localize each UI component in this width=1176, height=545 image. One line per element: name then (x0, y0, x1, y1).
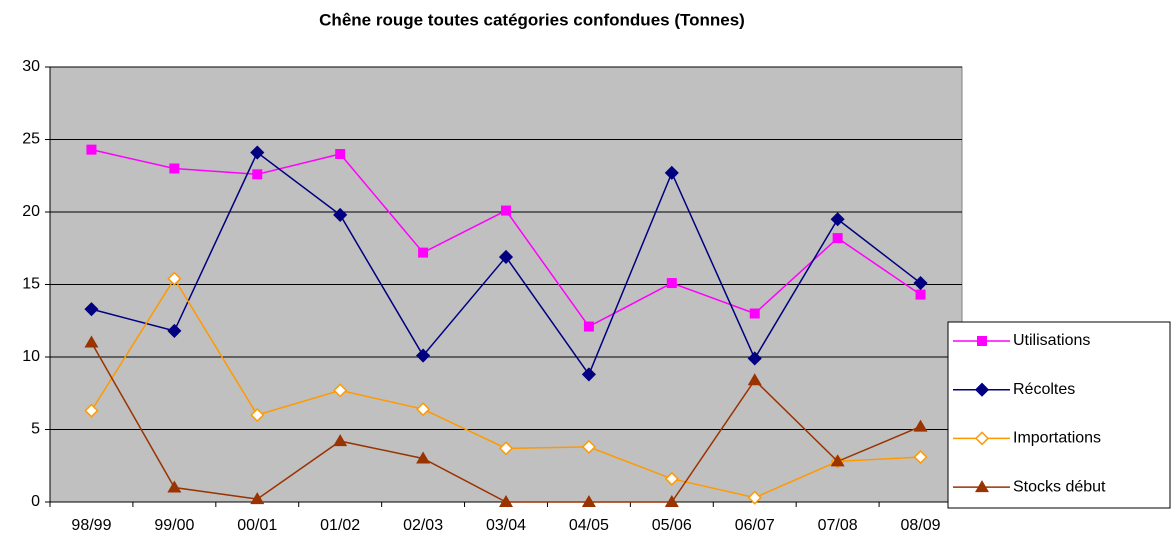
marker (974, 431, 990, 446)
y-tick-label: 10 (22, 348, 40, 365)
marker (915, 289, 926, 300)
marker (335, 149, 346, 159)
marker (832, 233, 843, 244)
marker (84, 403, 99, 418)
marker (664, 165, 679, 180)
marker (501, 205, 511, 216)
legend-label: Stocks début (1013, 478, 1106, 495)
marker (747, 490, 762, 505)
y-tick-label: 20 (22, 203, 40, 220)
marker (499, 495, 513, 507)
marker (167, 271, 182, 286)
marker (86, 144, 97, 155)
marker (913, 449, 928, 465)
marker (169, 163, 180, 174)
y-tick-label: 30 (22, 58, 40, 75)
legend-label: Importations (1013, 430, 1101, 447)
marker (974, 382, 990, 397)
marker (581, 495, 596, 507)
marker (252, 169, 263, 180)
marker (664, 471, 679, 486)
legend-label: Récoltes (1013, 381, 1075, 398)
x-tick-label: 02/03 (403, 517, 443, 534)
marker (581, 439, 596, 454)
marker (830, 454, 845, 467)
y-tick-label: 0 (31, 493, 40, 510)
x-tick-label: 08/09 (901, 517, 941, 534)
x-tick-label: 01/02 (320, 517, 360, 534)
x-tick-label: 98/99 (71, 517, 111, 534)
x-tick-label: 00/01 (237, 517, 277, 534)
marker (250, 407, 265, 423)
x-tick-label: 03/04 (486, 517, 526, 534)
marker (747, 351, 762, 366)
marker (913, 419, 928, 432)
x-tick-label: 07/08 (818, 517, 858, 534)
marker (416, 402, 431, 417)
y-tick-label: 25 (22, 131, 40, 148)
marker (830, 212, 845, 227)
marker (747, 373, 762, 386)
marker (250, 492, 265, 505)
marker (84, 335, 99, 348)
x-tick-label: 06/07 (735, 517, 775, 534)
marker (416, 348, 431, 363)
marker (498, 441, 514, 456)
x-tick-label: 99/00 (154, 517, 194, 534)
marker (250, 145, 265, 160)
y-tick-label: 5 (31, 421, 40, 438)
marker (977, 336, 987, 346)
marker (581, 367, 596, 382)
marker (167, 480, 182, 493)
marker (666, 278, 677, 289)
marker (84, 302, 99, 317)
chart-title: Chêne rouge toutes catégories confondues… (319, 10, 745, 29)
marker (418, 247, 429, 258)
marker (333, 207, 348, 222)
marker (167, 323, 182, 338)
marker (416, 451, 431, 464)
marker (498, 249, 514, 265)
y-tick-label: 15 (22, 276, 40, 293)
x-tick-label: 04/05 (569, 517, 609, 534)
legend-box (947, 321, 1171, 509)
marker (664, 495, 679, 507)
marker (975, 480, 989, 493)
marker (749, 308, 760, 319)
marker (583, 321, 594, 332)
x-tick-label: 05/06 (652, 517, 692, 534)
marker (333, 434, 348, 447)
legend-label: Utilisations (1013, 332, 1090, 349)
marker (333, 383, 348, 398)
marker (913, 275, 928, 291)
